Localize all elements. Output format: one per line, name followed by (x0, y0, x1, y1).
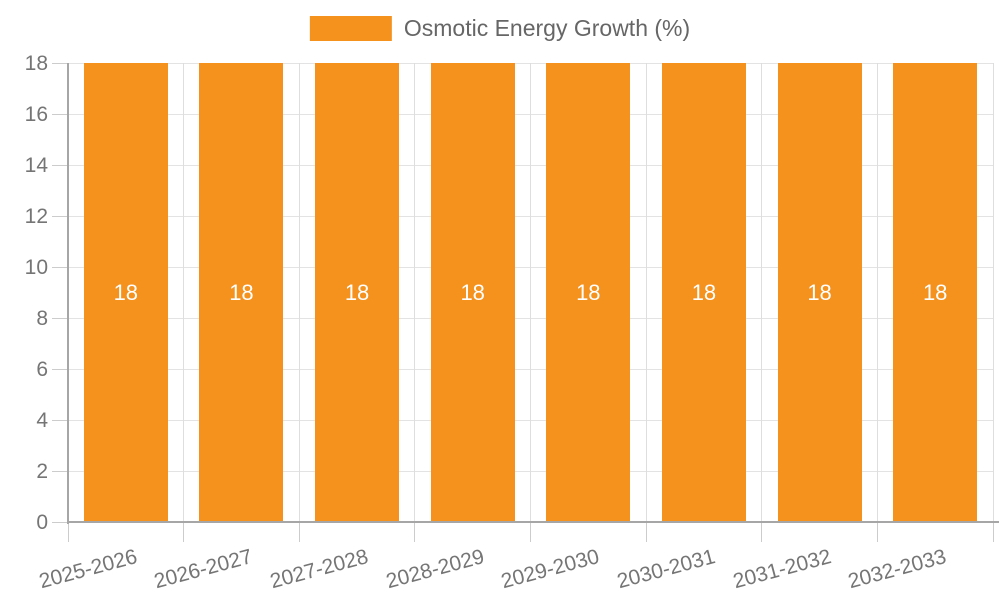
bar-value-label: 18 (344, 279, 370, 305)
gridline-vertical (183, 63, 185, 522)
gridline-vertical (298, 63, 300, 522)
y-axis-tick (52, 113, 68, 115)
legend-swatch (309, 16, 392, 41)
x-axis-tick (298, 522, 300, 542)
chart-legend: Osmotic Energy Growth (%) (309, 15, 691, 42)
bar (315, 63, 400, 522)
y-axis-line (67, 63, 69, 524)
x-axis-tick (645, 522, 647, 542)
y-axis-label: 14 (24, 153, 48, 177)
y-axis-tick (52, 266, 68, 268)
y-axis-label: 10 (24, 255, 48, 279)
y-axis-label: 2 (36, 459, 48, 483)
legend-label: Osmotic Energy Growth (%) (403, 15, 691, 41)
y-axis-label: 4 (36, 408, 48, 432)
bar (661, 63, 746, 522)
gridline-vertical (876, 63, 878, 522)
bar-value-label: 18 (691, 279, 717, 305)
y-axis-label: 12 (24, 204, 48, 228)
bar-value-label: 18 (576, 279, 601, 305)
gridline-vertical (761, 63, 763, 522)
y-axis-tick (52, 164, 68, 166)
bar-value-label: 18 (807, 279, 832, 305)
bar-value-label: 18 (229, 279, 254, 305)
bar-value-label: 18 (922, 279, 948, 305)
y-axis-tick (52, 419, 68, 421)
y-axis-label: 8 (36, 306, 48, 330)
bar (777, 63, 862, 522)
y-axis-tick (52, 215, 68, 217)
x-axis-tick (761, 522, 763, 542)
y-axis-tick (52, 317, 68, 319)
y-axis-label: 0 (36, 510, 48, 534)
bar (430, 63, 515, 522)
x-axis-tick (67, 522, 69, 542)
y-axis-label: 16 (24, 102, 48, 126)
y-axis-tick (52, 368, 68, 370)
y-axis-label: 6 (36, 357, 48, 381)
y-axis-tick (52, 470, 68, 472)
bar-value-label: 18 (460, 279, 485, 305)
bar (893, 63, 978, 522)
bar (83, 63, 168, 522)
x-axis-line (68, 521, 999, 523)
x-axis-tick (414, 522, 416, 542)
gridline-vertical (645, 63, 647, 522)
gridline-vertical (530, 63, 531, 522)
x-axis-tick (992, 522, 994, 542)
y-axis-label: 18 (24, 51, 48, 75)
bar (199, 63, 284, 522)
y-axis-tick (52, 62, 68, 64)
x-axis-tick (183, 522, 185, 542)
x-axis-tick (876, 522, 878, 542)
bar (546, 63, 631, 522)
x-axis-tick (530, 522, 531, 542)
gridline-vertical (414, 63, 416, 522)
bar-value-label: 18 (113, 279, 139, 305)
y-axis-tick (52, 521, 68, 523)
gridline-vertical (992, 63, 994, 522)
